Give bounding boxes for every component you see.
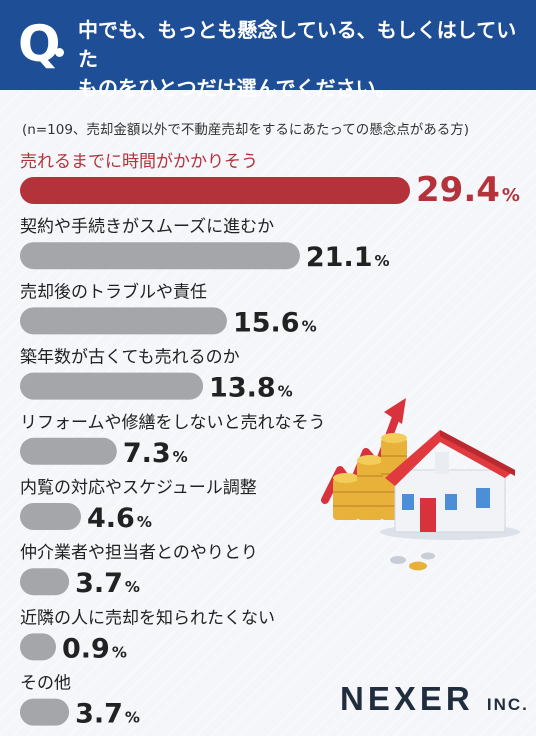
category-label: 契約や手続きがスムーズに進むか xyxy=(20,217,274,237)
unit-label: % xyxy=(137,513,152,531)
question-text: 中でも、もっとも懸念している、もしくはしていた ものをひとつだけ選んでください。 xyxy=(78,18,517,100)
bar xyxy=(20,698,70,726)
bar xyxy=(20,177,410,204)
unit-label: % xyxy=(375,252,390,270)
bar xyxy=(20,242,300,270)
unit-label: % xyxy=(125,709,140,727)
bar xyxy=(20,568,70,596)
bar xyxy=(20,372,204,400)
value-label: 29.4 xyxy=(416,170,500,210)
unit-label: % xyxy=(173,448,188,466)
value-label: 13.8 xyxy=(209,373,276,404)
unit-label: % xyxy=(502,185,520,206)
bar xyxy=(20,307,227,335)
bar xyxy=(20,437,117,465)
value-label: 0.9 xyxy=(62,633,110,664)
unit-label: % xyxy=(125,578,140,596)
category-label: リフォームや修繕をしないと売れなそう xyxy=(20,413,326,433)
value-label: 7.3 xyxy=(123,438,171,469)
category-label: 近隣の人に売却を知られたくない xyxy=(20,608,275,628)
category-label: 売れるまでに時間がかかりそう xyxy=(20,152,258,172)
category-label: 売却後のトラブルや責任 xyxy=(20,281,207,302)
category-label: 仲介業者や担当者とのやりとり xyxy=(20,543,258,563)
value-label: 21.1 xyxy=(306,242,373,273)
category-label: 築年数が古くても売れるのか xyxy=(20,348,240,368)
nexer-logo: NEXER INC. xyxy=(340,680,529,718)
unit-label: % xyxy=(278,383,293,401)
unit-label: % xyxy=(302,317,317,335)
q-dot-icon xyxy=(55,48,64,57)
value-label: 3.7 xyxy=(75,699,123,730)
bar xyxy=(20,633,56,661)
bar xyxy=(20,503,82,530)
unit-label: % xyxy=(112,643,127,661)
category-label: その他 xyxy=(20,674,71,694)
value-label: 15.6 xyxy=(233,307,300,338)
coin-stacks-icon xyxy=(333,433,407,520)
value-label: 4.6 xyxy=(87,503,135,534)
sample-note: (n=109、売却金額以外で不動産売却をするにあたっての懸念点がある方) xyxy=(22,122,469,138)
logo-suffix: INC. xyxy=(486,695,529,714)
q-mark: Q xyxy=(18,15,61,73)
house-icon xyxy=(380,430,520,540)
value-label: 3.7 xyxy=(75,568,123,599)
category-label: 内覧の対応やスケジュール調整 xyxy=(20,478,257,498)
logo-name: NEXER xyxy=(340,680,474,717)
arrow-head-icon xyxy=(384,398,406,424)
coins-icon xyxy=(390,552,435,571)
question-header: Q 中でも、もっとも懸念している、もしくはしていた ものをひとつだけ選んでくださ… xyxy=(0,0,536,100)
